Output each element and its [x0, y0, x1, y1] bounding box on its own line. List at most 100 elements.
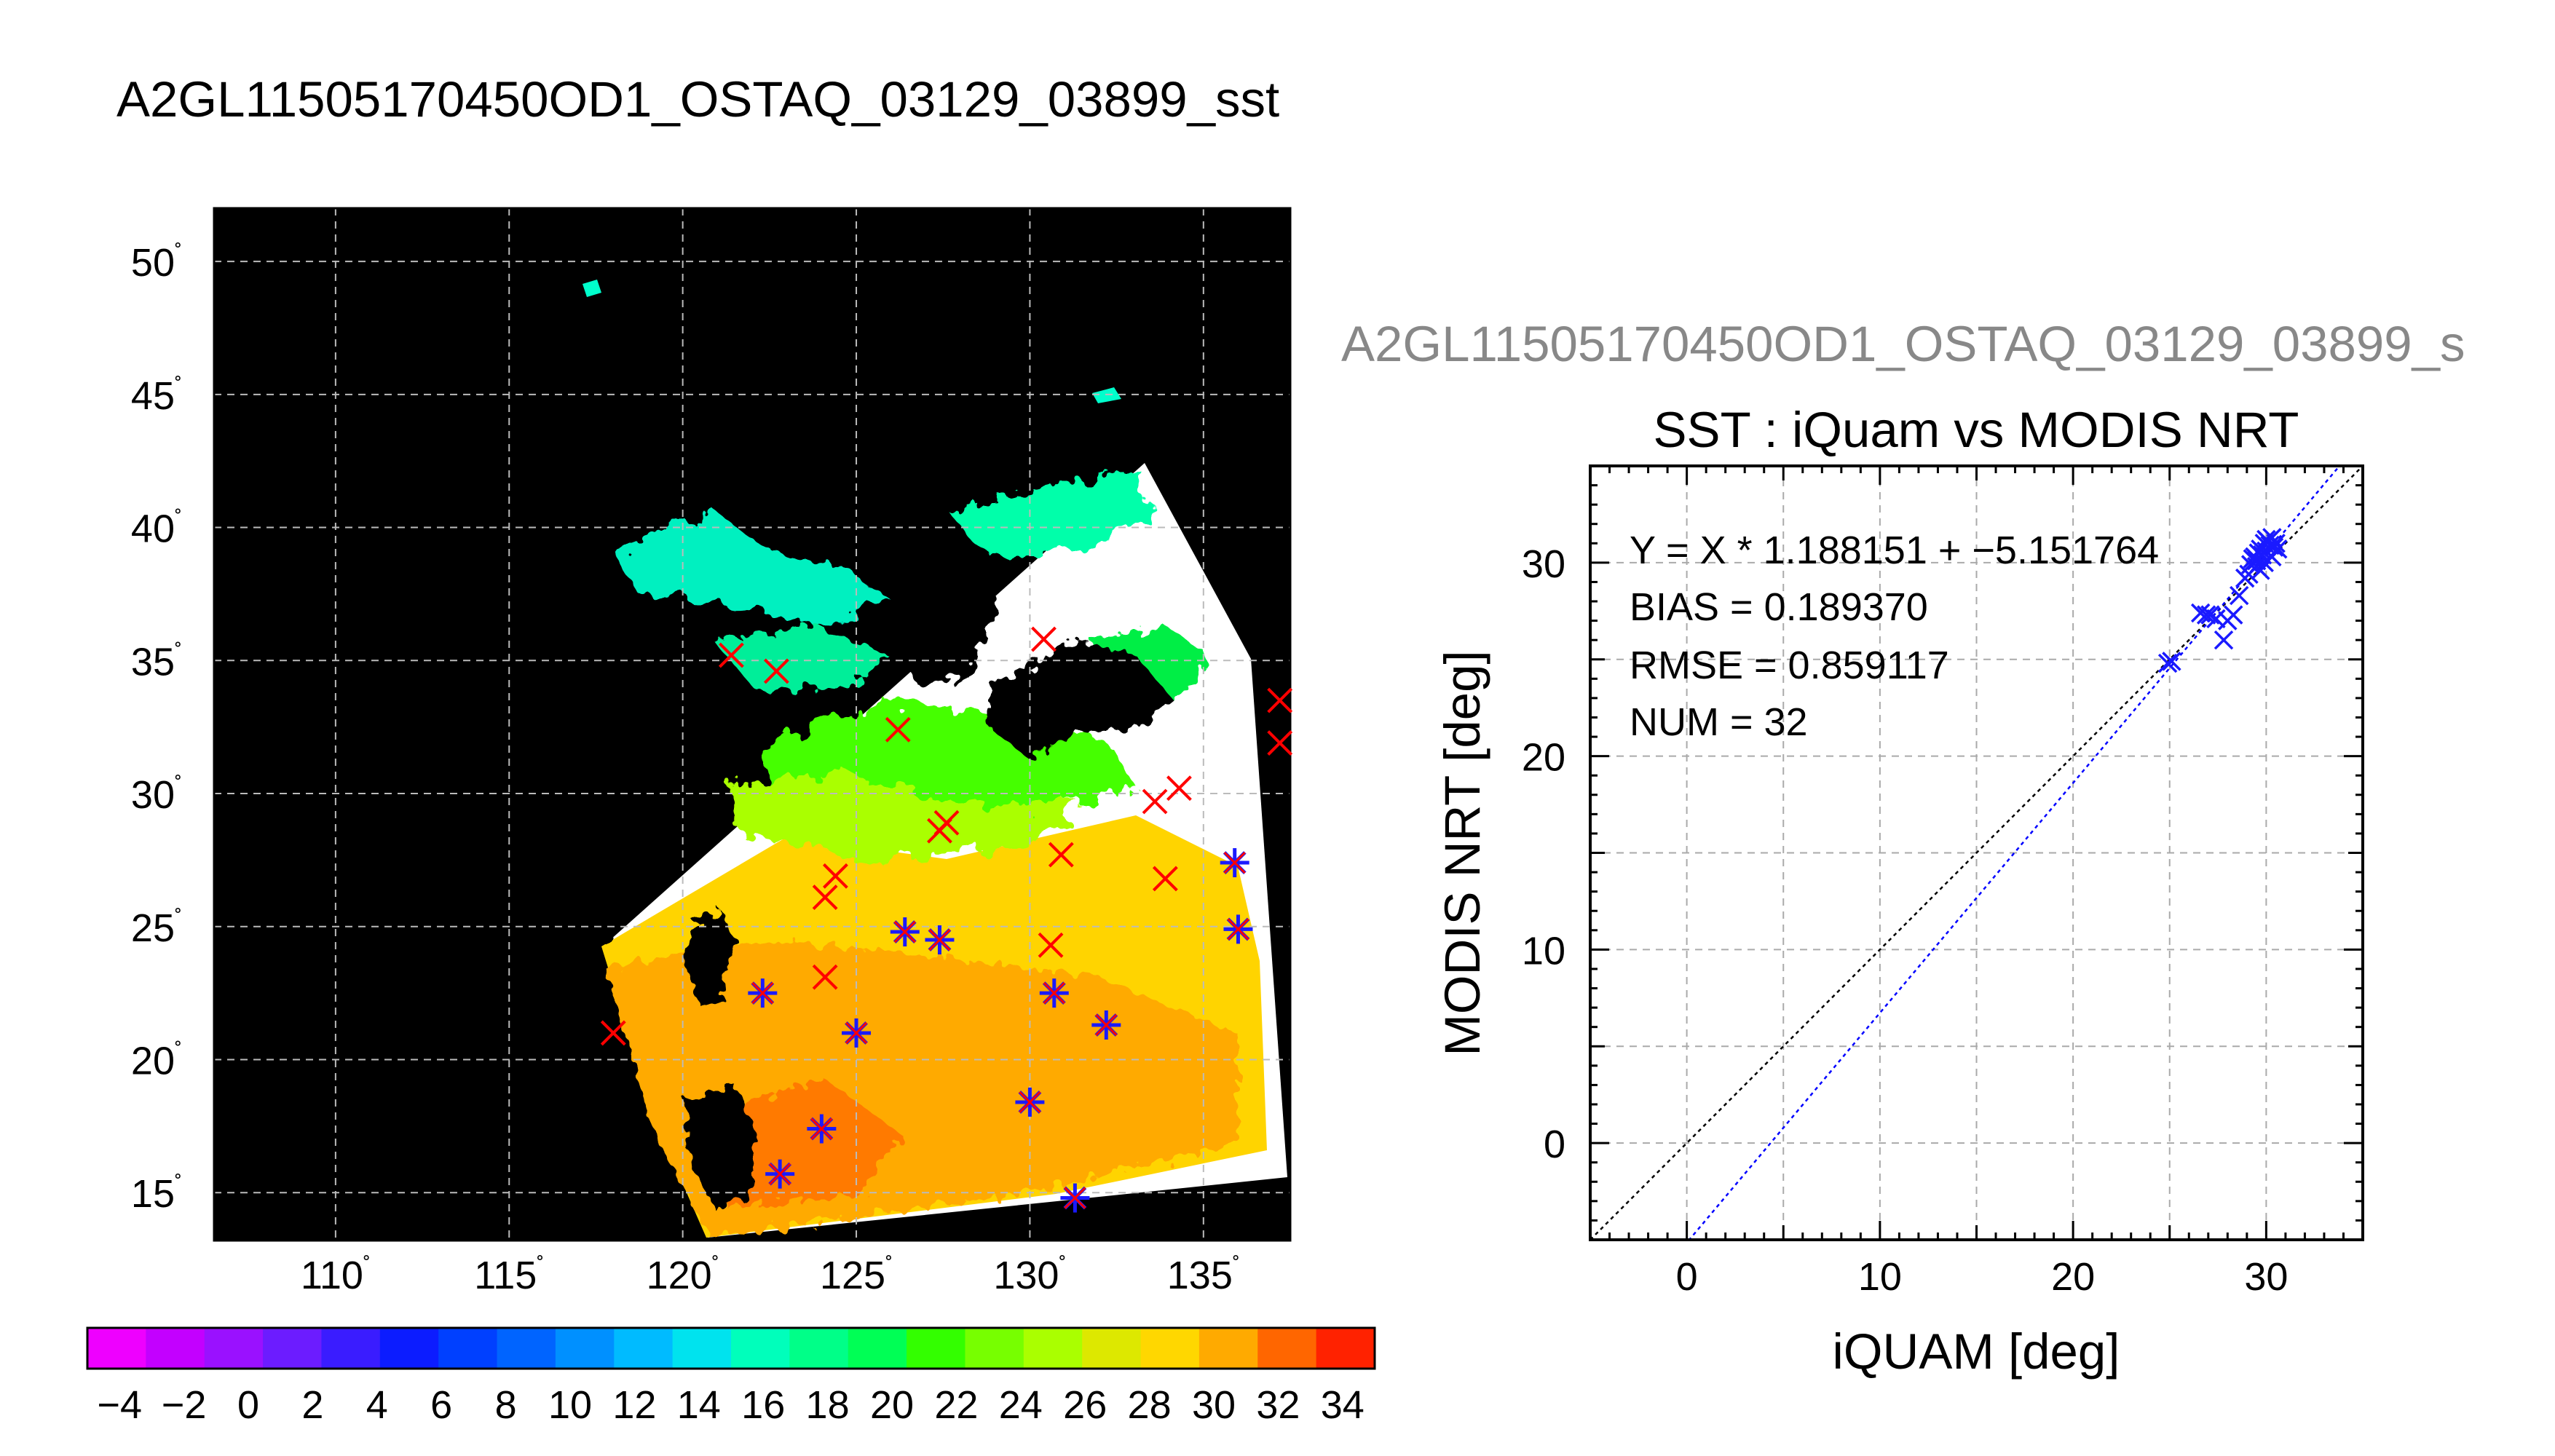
matched-marker: [1015, 1087, 1045, 1117]
degree-mark: ˚: [1059, 1254, 1066, 1278]
colorbar-swatch: [87, 1328, 146, 1369]
degree-mark: ˚: [175, 374, 182, 398]
colorbar-tick-label: 2: [301, 1383, 323, 1427]
map-lat-tick-label: 45˚: [131, 374, 182, 418]
iquam-marker: [1031, 626, 1057, 652]
iquam-marker: [1166, 775, 1192, 802]
colorbar-swatch: [1257, 1328, 1317, 1369]
iquam-marker: [1267, 730, 1293, 756]
degree-mark: ˚: [175, 773, 182, 797]
degree-mark: ˚: [537, 1254, 544, 1278]
scatter-title: SST : iQuam vs MODIS NRT: [1654, 402, 2299, 458]
degree-mark: ˚: [175, 640, 182, 664]
matched-marker: [842, 1018, 872, 1048]
colorbar-swatch: [1316, 1328, 1375, 1369]
iquam-markers: [600, 626, 1293, 1046]
matched-marker-cross: [810, 1117, 833, 1140]
scatter-y-tick-label: 10: [1522, 929, 1565, 973]
china-coast-land: [214, 208, 1290, 946]
colorbar-swatch: [263, 1328, 322, 1369]
colorbar-tick-label: −2: [162, 1383, 207, 1427]
map-lat-tick-label: 20˚: [131, 1039, 182, 1083]
main-title: A2GL11505170450OD1_OSTAQ_03129_03899_sst: [117, 71, 1279, 127]
colorbar-tick-label: 8: [495, 1383, 517, 1427]
map-lat-tick-label: 40˚: [131, 507, 182, 551]
matched-marker-cross: [1064, 1187, 1086, 1209]
matched-marker: [1220, 848, 1249, 878]
scatter-y-tick-label: 30: [1522, 542, 1565, 586]
colorbar-swatch: [438, 1328, 498, 1369]
degree-mark: ˚: [363, 1254, 371, 1278]
matched-markers: [748, 848, 1253, 1213]
degree-mark: ˚: [885, 1254, 893, 1278]
scatter-point: [2230, 585, 2249, 606]
degree-mark: ˚: [175, 906, 182, 930]
identity-line: [1590, 466, 2363, 1240]
scatter-stats: Y = X * 1.188151 + −5.151764 BIAS = 0.18…: [1630, 529, 2159, 744]
matched-marker: [925, 925, 955, 955]
colorbar-tick-label: 0: [237, 1383, 259, 1427]
colorbar-tick-label: 18: [806, 1383, 850, 1427]
colorbar-swatch: [907, 1328, 965, 1369]
colorbar-frame: [86, 1326, 1376, 1370]
colorbar-tick-label: 30: [1192, 1383, 1236, 1427]
matched-marker: [890, 917, 920, 947]
teal-sst-area: [714, 626, 888, 692]
matched-marker-cross: [893, 921, 916, 943]
matched-marker-cross: [1043, 982, 1065, 1005]
colorbar-tick-label: 4: [366, 1383, 388, 1427]
scatter-point: [2206, 609, 2226, 629]
scatter-point: [2162, 652, 2181, 671]
taiwan-land: [684, 910, 735, 1005]
map-lon-tick-label: 135˚: [1167, 1254, 1240, 1297]
colorbar-tick-label: 12: [612, 1383, 656, 1427]
scatter-point: [2200, 605, 2220, 625]
colorbar-swatch: [146, 1328, 205, 1369]
colorbar-tick-label: 32: [1256, 1383, 1300, 1427]
scatter-point: [2266, 534, 2286, 553]
hokkaido-patch: [1092, 387, 1121, 403]
map-lon-tick-label: 110˚: [301, 1254, 371, 1297]
colorbar-tick-label: 22: [934, 1383, 978, 1427]
scatter-point: [2214, 630, 2234, 650]
scatter-y-label: MODIS NRT [deg]: [1434, 650, 1490, 1056]
colorbar-swatch: [731, 1328, 790, 1369]
colorbar-tick-label: 6: [430, 1383, 452, 1427]
bias-value: BIAS = 0.189370: [1630, 585, 1928, 629]
iquam-marker: [812, 885, 838, 910]
iquam-marker: [1142, 788, 1168, 815]
matched-marker: [1039, 978, 1069, 1008]
hot-sst-area: [714, 1077, 903, 1208]
matched-marker: [765, 1159, 795, 1189]
degree-mark: ˚: [175, 1172, 182, 1196]
degree-mark: ˚: [175, 507, 182, 531]
num-value: NUM = 32: [1630, 700, 1808, 744]
colorbar-tick-label: 28: [1128, 1383, 1172, 1427]
scatter-plot: SST : iQuam vs MODIS NRT 0 10 20 300102030 …: [1434, 402, 2364, 1380]
scatter-gridlines: [1590, 466, 2363, 1240]
map-gridlines: [214, 208, 1290, 1241]
sakhalin-patch: [583, 280, 601, 297]
scatter-point: [2157, 653, 2178, 673]
matched-marker: [807, 1114, 837, 1144]
secondary-title: A2GL11505170450OD1_OSTAQ_03129_03899_s: [1341, 316, 2465, 372]
colorbar-tick-label: 14: [677, 1383, 721, 1427]
map-lat-tick-label: 15˚: [131, 1172, 182, 1216]
scatter-point: [2248, 543, 2269, 563]
map-lon-ticks: 110˚ 115˚ 120˚ 125˚ 130˚ 135˚: [301, 1254, 1240, 1297]
map-lat-ticks: 50˚ 45˚ 40˚ 35˚ 30˚ 25˚ 20˚ 15˚: [131, 241, 182, 1216]
colorbar-swatch: [1023, 1328, 1083, 1369]
map-lon-tick-label: 130˚: [993, 1254, 1066, 1297]
matched-marker-cross: [845, 1021, 868, 1044]
colorbar-tick-label: 16: [741, 1383, 785, 1427]
matched-marker: [748, 978, 778, 1008]
colorbar-swatch: [321, 1328, 381, 1369]
scatter-point: [2251, 561, 2270, 580]
colorbar-tick-label: 24: [999, 1383, 1043, 1427]
colorbar-swatch: [848, 1328, 907, 1369]
matched-marker: [1060, 1183, 1090, 1213]
scatter-x-tick-label: 0: [1676, 1255, 1698, 1299]
colorbar-swatch: [379, 1328, 439, 1369]
matched-marker-cross: [769, 1163, 791, 1185]
